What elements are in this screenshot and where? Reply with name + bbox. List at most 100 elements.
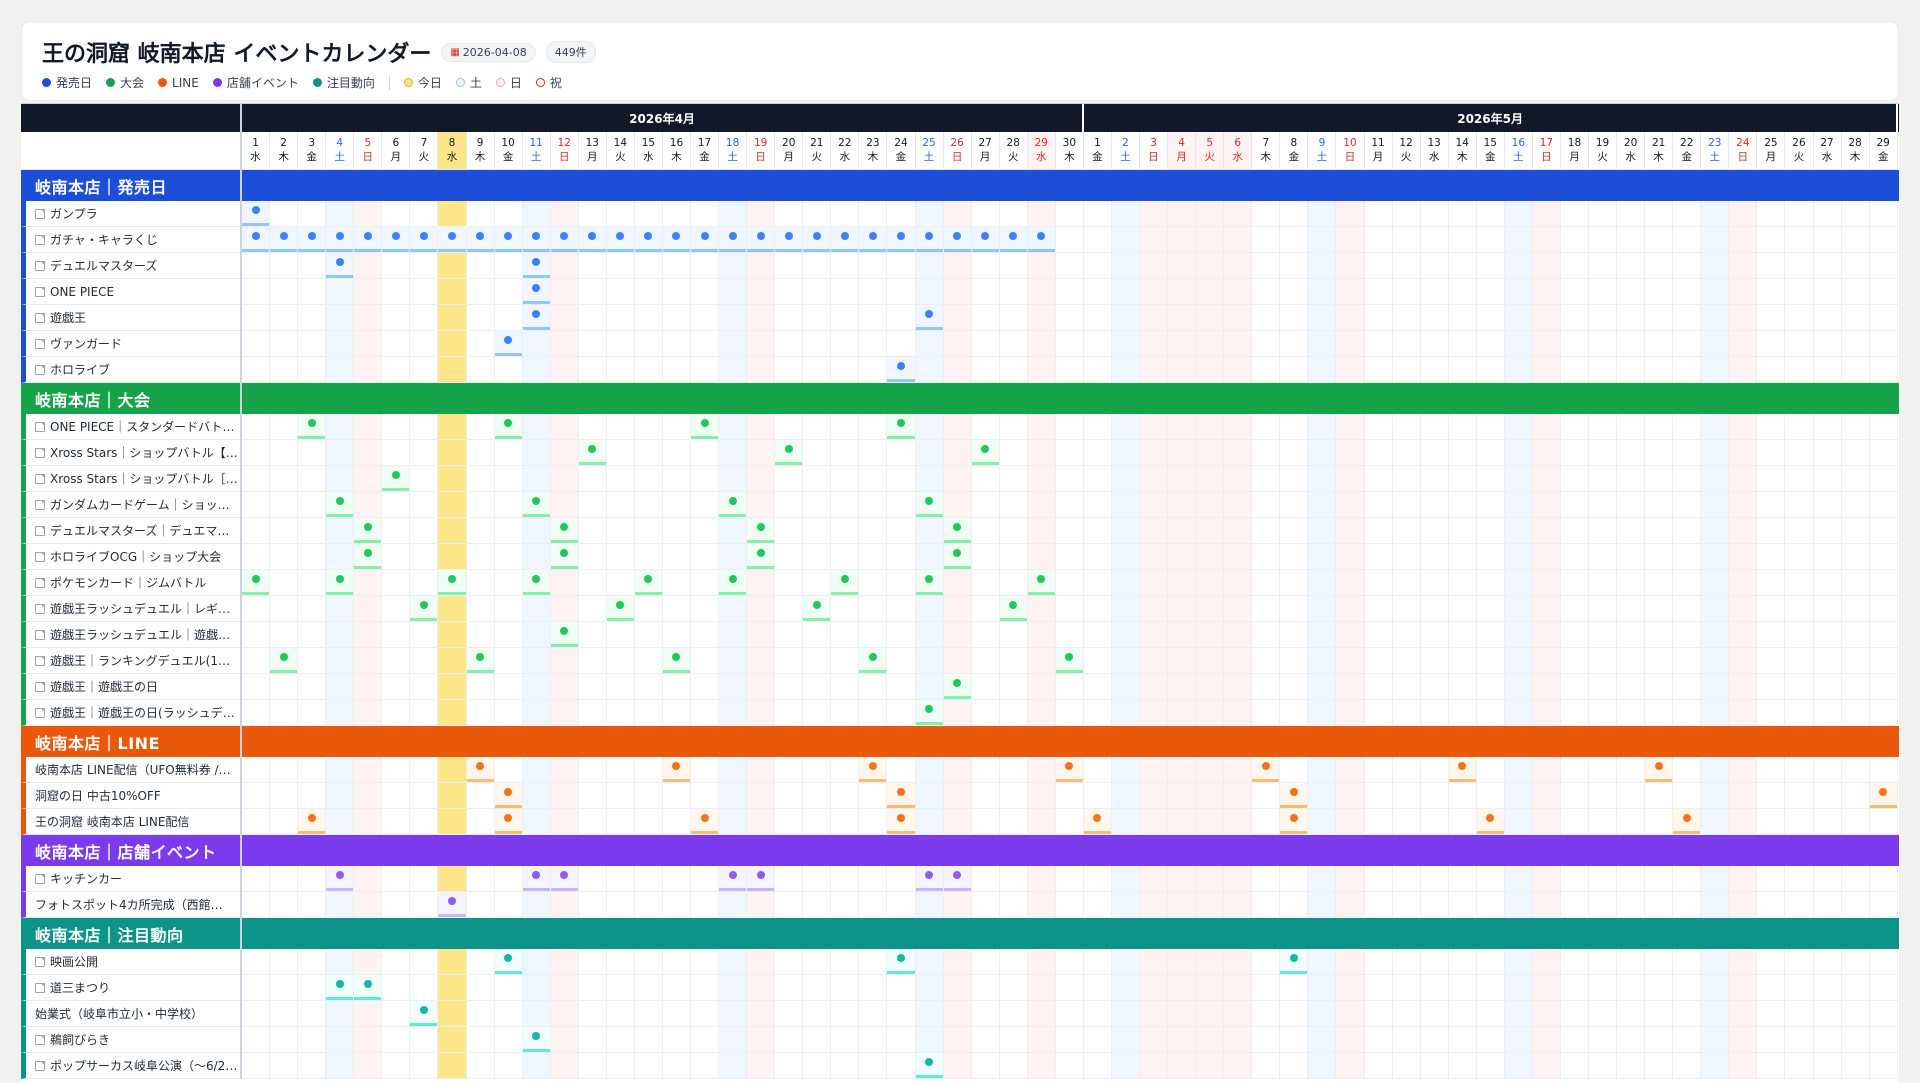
event-marker[interactable] [943, 866, 971, 891]
event-marker[interactable] [242, 201, 270, 226]
row-label[interactable]: 王の洞窟 岐南本店 LINE配信 [21, 809, 240, 835]
row-label[interactable]: 岐南本店 LINE配信（UFO無料券 /… [21, 757, 240, 783]
event-marker[interactable] [326, 253, 354, 278]
row-label[interactable]: 遊戯王｜遊戯王の日(ラッシュデュエ [21, 700, 240, 726]
event-marker[interactable] [719, 492, 747, 517]
event-dot[interactable] [532, 575, 541, 583]
event-marker[interactable] [1869, 783, 1897, 808]
external-link-icon[interactable] [35, 982, 45, 993]
event-dot[interactable] [335, 258, 344, 266]
event-marker[interactable] [887, 949, 915, 974]
row-label[interactable]: ONE PIECE [21, 279, 240, 305]
event-marker[interactable] [438, 892, 466, 917]
event-dot[interactable] [588, 445, 597, 453]
event-marker[interactable] [915, 305, 943, 330]
event-dot[interactable] [1009, 601, 1018, 609]
event-marker[interactable] [550, 866, 578, 891]
event-marker[interactable] [634, 227, 662, 252]
row-label[interactable]: ガンダムカードゲーム｜ショップバ [21, 492, 240, 518]
row-label[interactable]: フォトスポット4カ所完成（西館… [21, 892, 240, 918]
event-marker[interactable] [578, 440, 606, 465]
event-marker[interactable] [915, 1053, 943, 1078]
event-marker[interactable] [859, 757, 887, 782]
event-dot[interactable] [532, 284, 541, 292]
event-marker[interactable] [242, 227, 270, 252]
event-marker[interactable] [466, 648, 494, 673]
event-marker[interactable] [326, 866, 354, 891]
event-dot[interactable] [363, 549, 372, 557]
event-dot[interactable] [953, 679, 962, 687]
event-dot[interactable] [504, 788, 513, 796]
event-marker[interactable] [775, 227, 803, 252]
event-dot[interactable] [784, 445, 793, 453]
event-marker[interactable] [943, 544, 971, 569]
row-label[interactable]: ガンプラ [21, 201, 240, 227]
event-dot[interactable] [953, 871, 962, 879]
event-marker[interactable] [943, 518, 971, 543]
event-dot[interactable] [616, 601, 625, 609]
event-dot[interactable] [476, 653, 485, 661]
event-marker[interactable] [719, 227, 747, 252]
event-dot[interactable] [335, 980, 344, 988]
event-marker[interactable] [999, 227, 1027, 252]
event-dot[interactable] [1486, 814, 1495, 822]
event-dot[interactable] [953, 549, 962, 557]
event-marker[interactable] [438, 227, 466, 252]
event-marker[interactable] [719, 570, 747, 595]
event-dot[interactable] [363, 232, 372, 240]
event-marker[interactable] [522, 227, 550, 252]
external-link-icon[interactable] [35, 655, 45, 666]
event-marker[interactable] [550, 544, 578, 569]
event-dot[interactable] [925, 705, 934, 713]
event-dot[interactable] [1065, 762, 1074, 770]
event-dot[interactable] [335, 232, 344, 240]
event-dot[interactable] [307, 814, 316, 822]
event-dot[interactable] [925, 1058, 934, 1066]
event-dot[interactable] [925, 497, 934, 505]
event-dot[interactable] [588, 232, 597, 240]
row-label[interactable]: キッチンカー [21, 866, 240, 892]
event-dot[interactable] [504, 814, 513, 822]
event-dot[interactable] [447, 575, 456, 583]
event-marker[interactable] [494, 331, 522, 356]
external-link-icon[interactable] [35, 421, 45, 432]
event-marker[interactable] [522, 1027, 550, 1052]
event-marker[interactable] [803, 227, 831, 252]
external-link-icon[interactable] [35, 629, 45, 640]
event-marker[interactable] [1055, 648, 1083, 673]
event-dot[interactable] [532, 497, 541, 505]
event-dot[interactable] [1289, 788, 1298, 796]
row-label[interactable]: 遊戯王ラッシュデュエル｜遊戯王の [21, 622, 240, 648]
row-label[interactable]: 始業式（岐阜市立小・中学校） [21, 1001, 240, 1027]
event-dot[interactable] [868, 762, 877, 770]
event-marker[interactable] [662, 757, 690, 782]
event-dot[interactable] [279, 232, 288, 240]
event-dot[interactable] [476, 762, 485, 770]
event-dot[interactable] [925, 310, 934, 318]
row-label[interactable]: ポケモンカード｜ジムバトル [21, 570, 240, 596]
event-marker[interactable] [691, 227, 719, 252]
event-dot[interactable] [532, 1032, 541, 1040]
event-dot[interactable] [1037, 232, 1046, 240]
event-dot[interactable] [1289, 954, 1298, 962]
external-link-icon[interactable] [35, 525, 45, 536]
event-marker[interactable] [494, 414, 522, 439]
external-link-icon[interactable] [35, 551, 45, 562]
event-dot[interactable] [560, 871, 569, 879]
row-label[interactable]: 遊戯王ラッシュデュエル｜レギュラ [21, 596, 240, 622]
external-link-icon[interactable] [35, 1034, 45, 1045]
external-link-icon[interactable] [35, 499, 45, 510]
event-marker[interactable] [691, 414, 719, 439]
event-dot[interactable] [700, 419, 709, 427]
event-dot[interactable] [335, 871, 344, 879]
event-dot[interactable] [560, 523, 569, 531]
event-marker[interactable] [1027, 227, 1055, 252]
event-marker[interactable] [1645, 757, 1673, 782]
event-marker[interactable] [1448, 757, 1476, 782]
event-marker[interactable] [522, 279, 550, 304]
event-dot[interactable] [784, 232, 793, 240]
external-link-icon[interactable] [35, 338, 45, 349]
row-label[interactable]: 遊戯王 [21, 305, 240, 331]
external-link-icon[interactable] [35, 873, 45, 884]
row-label[interactable]: Xross Stars｜ショップバトル【フル [21, 440, 240, 466]
